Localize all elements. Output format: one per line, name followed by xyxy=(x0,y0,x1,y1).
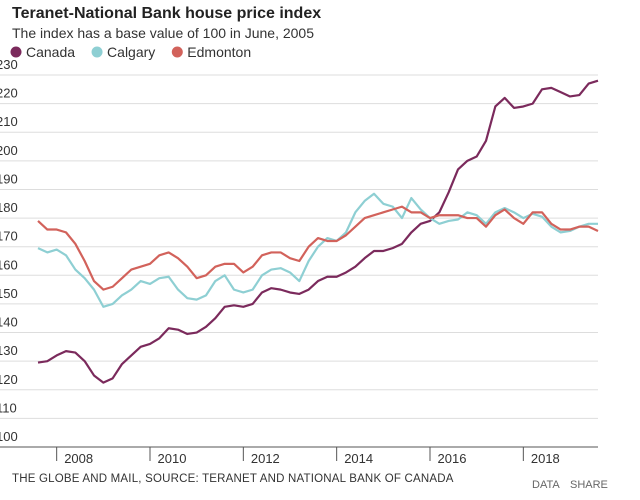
source-note: THE GLOBE AND MAIL, SOURCE: TERANET AND … xyxy=(12,473,454,485)
y-tick-label: 160 xyxy=(0,257,18,272)
y-tick-label: 230 xyxy=(0,57,18,72)
y-tick-label: 100 xyxy=(0,429,18,444)
series-line xyxy=(37,192,598,308)
y-tick-label: 170 xyxy=(0,229,18,244)
y-tick-label: 220 xyxy=(0,86,18,101)
series-line xyxy=(37,79,599,384)
legend-label: Edmonton xyxy=(187,44,251,60)
legend-swatch xyxy=(91,46,103,58)
x-tick-label: 2018 xyxy=(531,451,560,466)
chart-subtitle: The index has a base value of 100 in Jun… xyxy=(12,25,314,41)
x-tick-label: 2010 xyxy=(158,451,187,466)
share-link[interactable]: SHARE xyxy=(570,479,608,491)
legend-label: Calgary xyxy=(107,44,155,60)
legend-swatch xyxy=(10,46,22,58)
y-tick-label: 180 xyxy=(0,200,18,215)
data-link[interactable]: DATA xyxy=(532,479,560,491)
x-tick-label: 2012 xyxy=(251,451,280,466)
x-tick-label: 2014 xyxy=(344,451,373,466)
series-line xyxy=(37,205,599,291)
y-tick-label: 150 xyxy=(0,286,18,301)
y-tick-label: 110 xyxy=(0,400,17,415)
y-tick-label: 210 xyxy=(0,114,18,129)
chart-title: Teranet-National Bank house price index xyxy=(12,5,321,22)
legend-label: Canada xyxy=(26,44,75,60)
y-tick-label: 140 xyxy=(0,315,18,330)
legend-swatch xyxy=(171,46,183,58)
y-tick-label: 130 xyxy=(0,343,18,358)
y-tick-label: 200 xyxy=(0,143,18,158)
x-tick-label: 2008 xyxy=(64,451,93,466)
x-tick-label: 2016 xyxy=(438,451,467,466)
y-tick-label: 190 xyxy=(0,171,18,186)
y-tick-label: 120 xyxy=(0,372,18,387)
